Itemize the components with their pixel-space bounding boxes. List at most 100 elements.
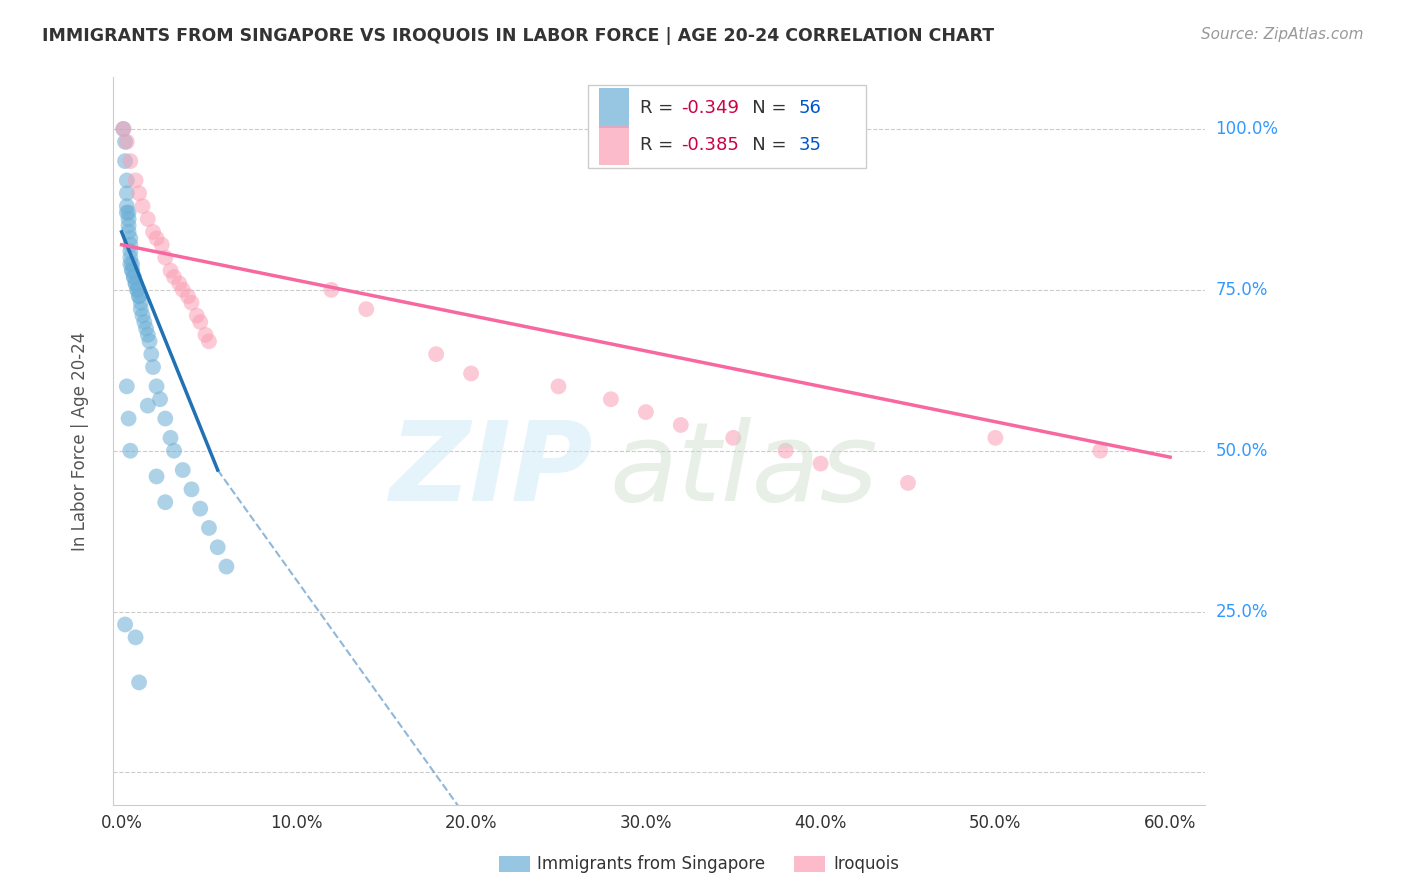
Point: [112, 122, 135, 136]
Point: [145, 231, 167, 245]
Point: [425, 347, 447, 361]
Point: [120, 244, 142, 259]
Point: [186, 309, 208, 323]
Bar: [599, 88, 630, 128]
Point: [124, 277, 146, 291]
Text: Source: ZipAtlas.com: Source: ZipAtlas.com: [1201, 27, 1364, 42]
Point: [172, 463, 194, 477]
Point: [180, 295, 202, 310]
Point: [897, 475, 920, 490]
Point: [775, 443, 797, 458]
Point: [142, 225, 165, 239]
Point: [124, 631, 146, 645]
Y-axis label: In Labor Force | Age 20-24: In Labor Force | Age 20-24: [72, 332, 89, 550]
Point: [114, 617, 136, 632]
Point: [194, 327, 217, 342]
Point: [134, 315, 156, 329]
Point: [128, 186, 150, 201]
Point: [120, 237, 142, 252]
Point: [150, 237, 173, 252]
Point: [131, 199, 153, 213]
Point: [145, 379, 167, 393]
Point: [136, 327, 159, 342]
Point: [155, 251, 177, 265]
Point: [136, 212, 159, 227]
Point: [128, 289, 150, 303]
Point: [188, 501, 211, 516]
Point: [547, 379, 569, 393]
Text: atlas: atlas: [610, 417, 879, 524]
Text: Iroquois: Iroquois: [834, 855, 900, 873]
Point: [810, 457, 832, 471]
Point: [115, 379, 138, 393]
Point: [141, 347, 163, 361]
Point: [142, 359, 165, 374]
Point: [198, 521, 221, 535]
Text: 100.0%: 100.0%: [1216, 120, 1278, 138]
Point: [127, 283, 149, 297]
Point: [122, 269, 145, 284]
Text: 75.0%: 75.0%: [1216, 281, 1268, 299]
Point: [215, 559, 238, 574]
Text: -0.385: -0.385: [681, 136, 738, 154]
Point: [669, 417, 692, 432]
Text: 56: 56: [799, 99, 821, 117]
Point: [177, 289, 200, 303]
Point: [155, 411, 177, 425]
Point: [120, 231, 142, 245]
Point: [984, 431, 1007, 445]
Text: N =: N =: [735, 99, 793, 117]
Point: [207, 541, 229, 555]
Point: [120, 443, 142, 458]
Point: [117, 411, 139, 425]
Point: [117, 205, 139, 219]
Point: [127, 283, 149, 297]
Point: [321, 283, 343, 297]
Point: [198, 334, 221, 349]
Point: [115, 205, 138, 219]
Point: [121, 257, 143, 271]
Point: [172, 283, 194, 297]
Point: [121, 263, 143, 277]
Text: N =: N =: [735, 136, 793, 154]
Bar: [599, 125, 630, 165]
Point: [129, 302, 152, 317]
Point: [159, 263, 181, 277]
Point: [599, 392, 621, 407]
Point: [114, 154, 136, 169]
Point: [136, 399, 159, 413]
Point: [124, 277, 146, 291]
Point: [163, 269, 186, 284]
Point: [135, 321, 157, 335]
Point: [460, 367, 482, 381]
Text: 35: 35: [799, 136, 821, 154]
Point: [120, 154, 142, 169]
Point: [115, 135, 138, 149]
Point: [117, 219, 139, 233]
Point: [145, 469, 167, 483]
Point: [128, 289, 150, 303]
Point: [188, 315, 211, 329]
Point: [117, 225, 139, 239]
Point: [120, 257, 142, 271]
Point: [120, 251, 142, 265]
Point: [138, 334, 160, 349]
Point: [124, 173, 146, 187]
Point: [131, 309, 153, 323]
Point: [115, 186, 138, 201]
Point: [721, 431, 744, 445]
Point: [155, 495, 177, 509]
Point: [128, 675, 150, 690]
Point: [117, 212, 139, 227]
Point: [167, 277, 190, 291]
Point: [354, 302, 377, 317]
Point: [634, 405, 657, 419]
Text: -0.349: -0.349: [681, 99, 738, 117]
Point: [114, 135, 136, 149]
Text: R =: R =: [640, 99, 679, 117]
Text: 25.0%: 25.0%: [1216, 603, 1268, 621]
Point: [115, 199, 138, 213]
Text: Immigrants from Singapore: Immigrants from Singapore: [537, 855, 765, 873]
Point: [122, 269, 145, 284]
Point: [159, 431, 181, 445]
